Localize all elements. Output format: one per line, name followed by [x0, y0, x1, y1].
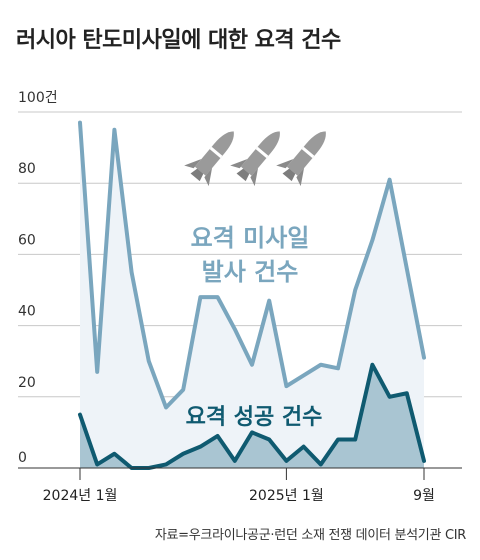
- y-tick-label: 40: [18, 304, 36, 320]
- y-tick-label: 20: [18, 375, 36, 391]
- data-point: [148, 360, 150, 362]
- missile-icon: [184, 131, 234, 187]
- annotation-launch-count: 발사 건수: [202, 258, 299, 286]
- annotation-success-count: 요격 성공 건수: [186, 405, 323, 430]
- data-point: [354, 289, 356, 291]
- data-point: [371, 364, 373, 366]
- data-point: [199, 296, 201, 298]
- x-tick-label: 2025년 1월: [249, 488, 324, 504]
- data-point: [217, 296, 219, 298]
- data-point: [217, 435, 219, 437]
- data-point: [182, 453, 184, 455]
- y-tick-label: 60: [18, 232, 36, 248]
- data-point: [268, 439, 270, 441]
- y-tick-labels: 100건 80 60 40 20 0: [18, 90, 58, 466]
- data-point: [234, 328, 236, 330]
- data-point: [268, 300, 270, 302]
- missile-icons: [184, 131, 326, 187]
- data-point: [96, 463, 98, 465]
- data-point: [79, 122, 81, 124]
- data-point: [165, 463, 167, 465]
- data-point: [113, 129, 115, 131]
- data-point: [251, 364, 253, 366]
- data-point: [303, 374, 305, 376]
- source-note: 자료=우크라이나공군·런던 소재 전쟁 데이터 분석기관 CIR: [154, 528, 466, 543]
- y-tick-label: 80: [18, 161, 36, 177]
- data-point: [113, 453, 115, 455]
- data-point: [389, 396, 391, 398]
- data-point: [199, 446, 201, 448]
- data-point: [337, 367, 339, 369]
- data-point: [320, 364, 322, 366]
- data-point: [79, 414, 81, 416]
- x-tick-label: 9월: [413, 488, 435, 504]
- x-tick-labels: 2024년 1월 2025년 1월 9월: [43, 468, 435, 504]
- data-point: [423, 357, 425, 359]
- missile-icon: [276, 131, 326, 187]
- data-point: [285, 385, 287, 387]
- data-point: [285, 460, 287, 462]
- data-point: [96, 371, 98, 373]
- chart-title: 러시아 탄도미사일에 대한 요격 건수: [16, 28, 341, 53]
- annotation-launch-count: 요격 미사일: [191, 224, 310, 252]
- data-point: [165, 406, 167, 408]
- area-fill-series-0: [80, 122, 424, 469]
- data-point: [251, 431, 253, 433]
- data-point: [234, 460, 236, 462]
- y-tick-label: 0: [18, 450, 27, 466]
- data-point: [423, 460, 425, 462]
- data-point: [182, 389, 184, 391]
- data-point: [337, 439, 339, 441]
- data-point: [406, 268, 408, 270]
- data-point: [389, 179, 391, 181]
- data-point: [131, 271, 133, 273]
- data-point: [354, 439, 356, 441]
- data-point: [320, 463, 322, 465]
- y-tick-label: 100건: [18, 90, 58, 106]
- data-point: [371, 239, 373, 241]
- x-tick-label: 2024년 1월: [43, 488, 118, 504]
- missile-icon: [230, 131, 280, 187]
- data-point: [406, 392, 408, 394]
- data-point: [303, 446, 305, 448]
